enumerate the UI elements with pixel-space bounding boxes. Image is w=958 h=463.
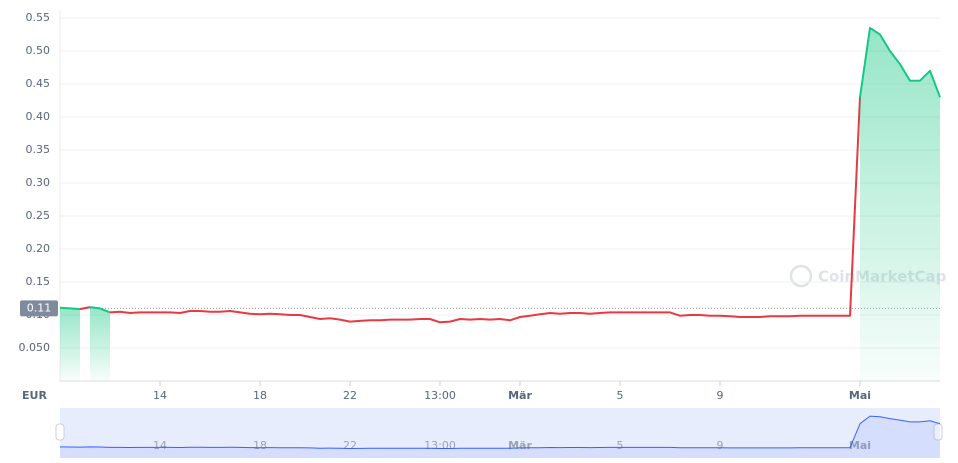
area (90, 307, 110, 381)
area (860, 27, 940, 382)
y-tick-label: 0.35 (26, 143, 51, 156)
y-tick-label: 0.50 (26, 44, 51, 57)
navigator-line (59, 415, 941, 450)
x-tick-label: 22 (343, 389, 357, 402)
price-line (109, 97, 861, 324)
y-tick-label: 0.55 (26, 11, 51, 24)
x-tick-label: 9 (717, 389, 724, 402)
x-tick-label: 14 (153, 389, 167, 402)
y-tick-label: 0.45 (26, 77, 51, 90)
navigator-background (60, 408, 940, 458)
y-tick-label: 0.20 (26, 242, 51, 255)
navigator-label: 5 (617, 439, 624, 452)
navigator-label: Mär (508, 439, 532, 452)
y-tick-label: 0.050 (19, 341, 51, 354)
x-tick-label: 5 (617, 389, 624, 402)
y-tick-label: 0.40 (26, 110, 51, 123)
x-tick-label: 18 (253, 389, 267, 402)
navigator-label: 9 (717, 439, 724, 452)
baseline-label: 0.11 (27, 301, 52, 314)
navigator-label: Mai (849, 439, 871, 452)
x-tick-label: Mär (508, 389, 532, 402)
area (60, 307, 80, 381)
y-tick-label: 0.15 (26, 275, 51, 288)
navigator-handle[interactable] (55, 423, 65, 441)
y-tick-label: 0.25 (26, 209, 51, 222)
navigator-label: 18 (253, 439, 267, 452)
navigator-area (60, 416, 940, 458)
price-line (89, 306, 111, 314)
currency-label: EUR (22, 389, 47, 402)
x-tick-label: Mai (849, 389, 871, 402)
x-tick-label: 13:00 (424, 389, 456, 402)
navigator-handle[interactable] (933, 423, 943, 441)
price-line (859, 26, 941, 98)
navigator-label: 14 (153, 439, 167, 452)
y-tick-label: 0.30 (26, 176, 51, 189)
price-line (59, 306, 81, 311)
baseline-tag (20, 300, 58, 317)
price-line (79, 306, 91, 311)
